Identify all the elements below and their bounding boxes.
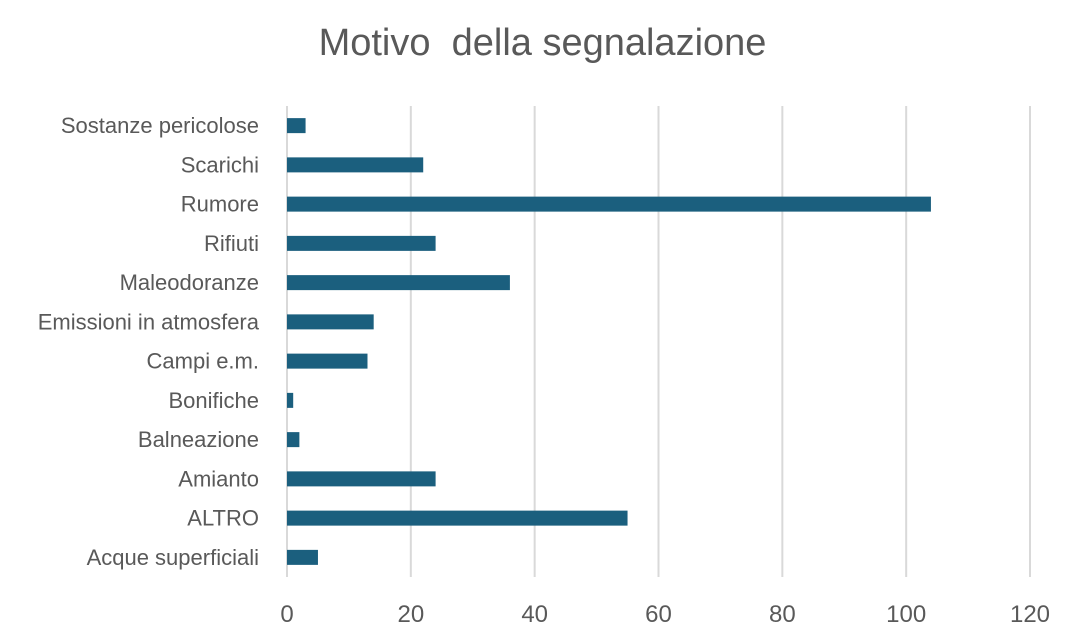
bar-rifiuti bbox=[287, 235, 436, 251]
category-label: Amianto bbox=[178, 466, 259, 491]
x-tick-label: 60 bbox=[645, 601, 672, 628]
category-label: Scarichi bbox=[181, 152, 259, 177]
category-label: Bonifiche bbox=[168, 388, 259, 413]
category-label: Acque superficiali bbox=[87, 545, 259, 570]
category-label-layer: Acque superficiali ALTRO Amianto Balneazion… bbox=[38, 113, 260, 570]
x-tick-label: 40 bbox=[521, 601, 548, 628]
grid-layer bbox=[286, 106, 1031, 577]
x-tick-label: 120 bbox=[1010, 601, 1050, 628]
category-label: ALTRO bbox=[187, 506, 259, 531]
x-tick-label: 100 bbox=[886, 601, 926, 628]
bar-layer bbox=[287, 118, 931, 565]
chart-title: Motivo della segnalazione bbox=[318, 22, 767, 64]
category-label: Maleodoranze bbox=[120, 270, 259, 295]
category-label: Rumore bbox=[181, 192, 259, 217]
bar-amianto bbox=[287, 471, 436, 487]
bar-scarichi bbox=[287, 157, 424, 173]
category-label: Sostanze pericolose bbox=[61, 113, 259, 138]
tick-label-layer: 0 20 40 60 80 100 120 bbox=[280, 601, 1050, 628]
category-label: Campi e.m. bbox=[147, 349, 259, 374]
bar-campi-e-m bbox=[287, 353, 368, 369]
bar-maleodoranze bbox=[287, 275, 510, 291]
category-label: Rifiuti bbox=[204, 231, 259, 256]
bar-acque-superficiali bbox=[287, 549, 318, 565]
bar-emissioni-in-atmosfera bbox=[287, 314, 374, 330]
category-label: Emissioni in atmosfera bbox=[38, 309, 260, 334]
bar-bonifiche bbox=[287, 392, 294, 408]
x-tick-label: 80 bbox=[769, 601, 796, 628]
x-tick-label: 0 bbox=[280, 601, 293, 628]
category-label: Balneazione bbox=[138, 427, 259, 452]
x-tick-label: 20 bbox=[397, 601, 424, 628]
bar-balneazione bbox=[287, 432, 300, 448]
bar-rumore bbox=[287, 196, 931, 212]
bar-altro bbox=[287, 510, 628, 526]
bar-sostanze-pericolose bbox=[287, 118, 306, 134]
